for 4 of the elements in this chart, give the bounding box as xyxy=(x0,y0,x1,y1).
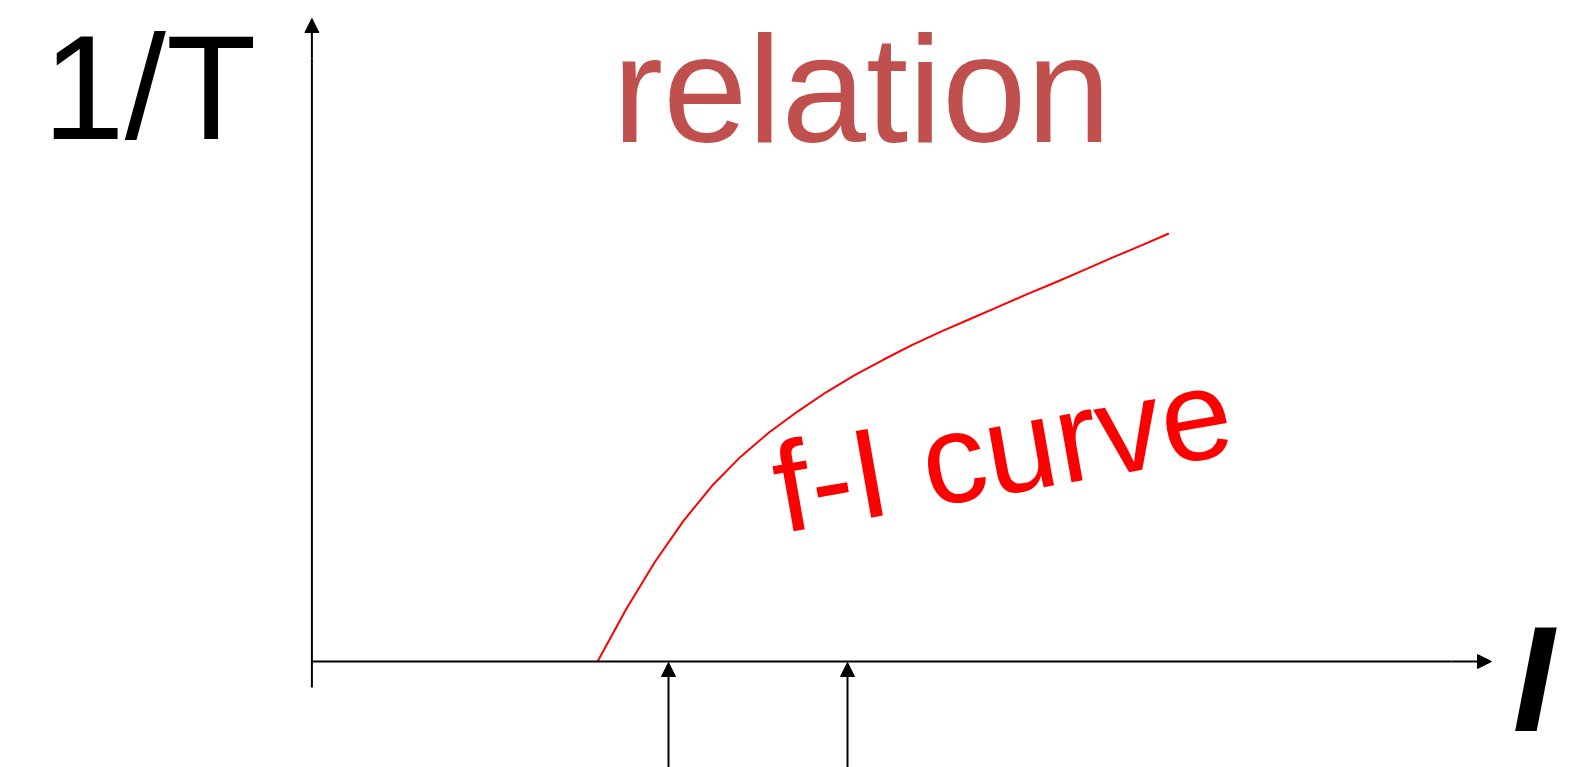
text: f-I curve xyxy=(762,338,1243,560)
x-axis-title: I xyxy=(1512,595,1558,763)
y-axis-title: 1/T xyxy=(42,5,257,171)
chart-title: relation xyxy=(612,4,1112,175)
